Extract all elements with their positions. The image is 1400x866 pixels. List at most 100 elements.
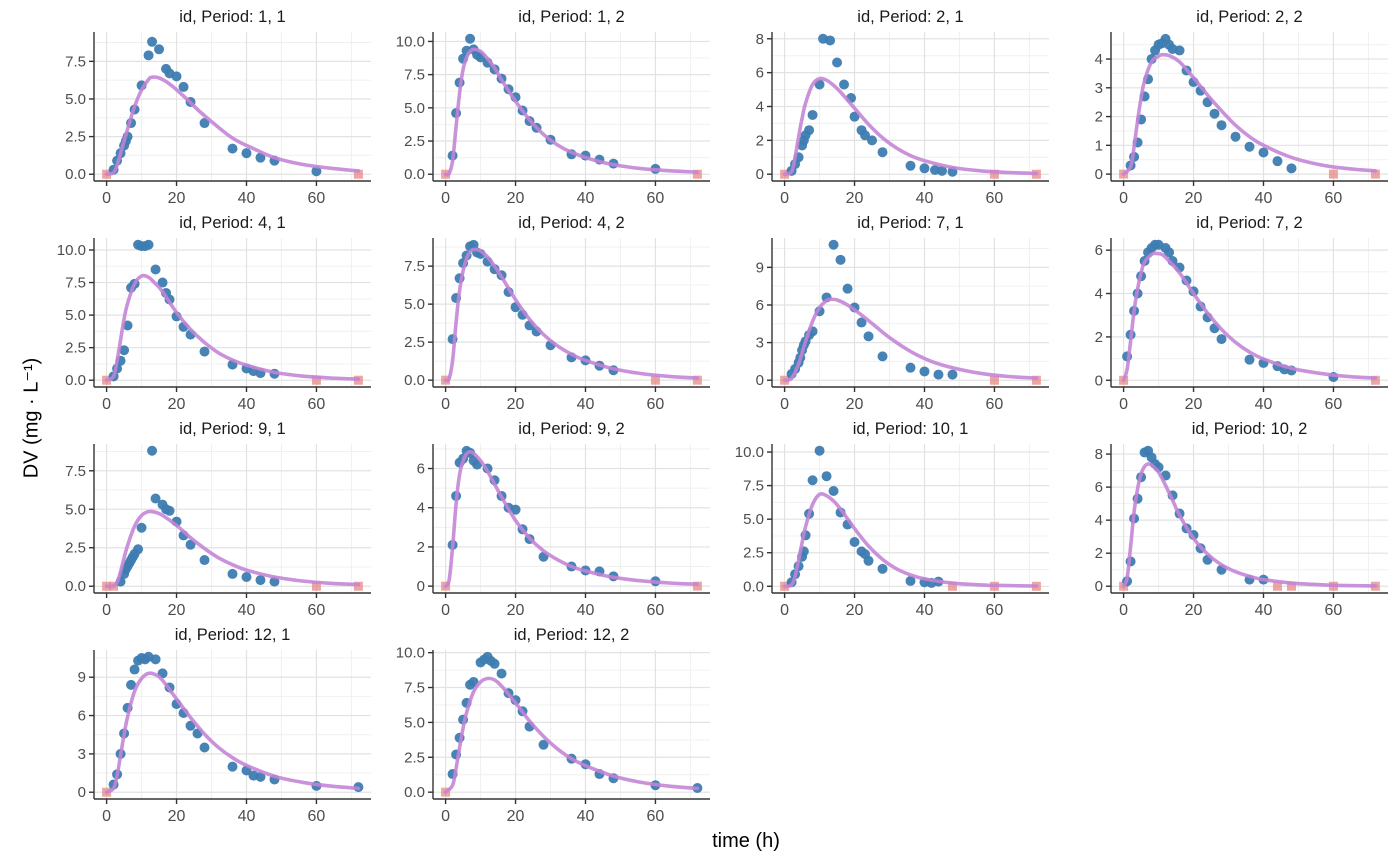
y-tick-label: 2.5 xyxy=(65,340,86,357)
facet-panel-13: id, Period: 12, 2 0.0 2.5 5.0 7.5 10.0 0 20 40 60 xyxy=(381,624,720,830)
facet-title: id, Period: 7, 1 xyxy=(857,214,964,232)
data-point xyxy=(489,658,500,669)
facet-chart: 0.0 2.5 5.0 7.5 0 20 40 60 xyxy=(65,32,371,207)
y-tick-label: 2 xyxy=(1095,329,1103,346)
facet-chart: 0.0 2.5 5.0 7.5 0 20 40 60 xyxy=(65,444,371,619)
data-point xyxy=(143,239,154,250)
prediction-line xyxy=(443,47,700,177)
facet-title: id, Period: 10, 2 xyxy=(1191,420,1308,438)
data-point xyxy=(171,71,182,82)
x-tick-label: 40 xyxy=(238,602,256,619)
y-tick-label: 4 xyxy=(1095,51,1103,68)
y-tick-label: 5.0 xyxy=(65,91,86,108)
dose-marker xyxy=(1328,169,1338,179)
x-tick-label: 40 xyxy=(577,190,595,207)
data-point xyxy=(147,445,158,456)
y-tick-label: 0 xyxy=(756,166,764,183)
dose-marker xyxy=(1286,581,1296,591)
data-point xyxy=(856,317,867,328)
y-tick-label: 7.5 xyxy=(404,258,425,275)
y-tick-label: 2.5 xyxy=(65,540,86,557)
x-tick-label: 0 xyxy=(102,808,111,825)
x-tick-label: 0 xyxy=(780,396,789,413)
facet-panel-1: id, Period: 1, 2 0.0 2.5 5.0 7.5 10.0 0 20 40 60 xyxy=(381,6,720,212)
dose-marker xyxy=(1272,581,1282,591)
x-tick-label: 0 xyxy=(780,602,789,619)
y-tick-label: 6 xyxy=(1095,479,1103,496)
y-tick-label: 0.0 xyxy=(404,372,425,389)
prediction-line xyxy=(104,671,361,794)
y-tick-label: 10.0 xyxy=(735,444,764,461)
data-point xyxy=(905,362,916,373)
x-tick-label: 0 xyxy=(441,808,450,825)
data-point xyxy=(839,79,850,90)
data-point xyxy=(150,493,161,504)
facet-chart: 0.0 2.5 5.0 7.5 10.0 0 20 40 60 xyxy=(396,32,710,207)
y-tick-label: 7.5 xyxy=(404,67,425,84)
dose-marker xyxy=(692,581,702,591)
facet-chart: 0.0 2.5 5.0 7.5 10.0 0 20 40 60 xyxy=(396,647,710,825)
data-point xyxy=(157,277,168,288)
data-point xyxy=(199,346,210,357)
y-tick-label: 2 xyxy=(1095,109,1103,126)
prediction-line xyxy=(443,247,700,383)
x-tick-label: 20 xyxy=(507,808,525,825)
dose-marker xyxy=(947,581,957,591)
data-point xyxy=(877,351,888,362)
prediction-line xyxy=(782,76,1039,176)
facet-title: id, Period: 7, 2 xyxy=(1196,214,1303,232)
x-tick-label: 20 xyxy=(507,602,525,619)
facet-chart: 0.0 2.5 5.0 7.5 10.0 0 20 40 60 xyxy=(735,444,1049,619)
y-tick-label: 6 xyxy=(417,461,425,478)
y-tick-label: 0.0 xyxy=(65,166,86,183)
y-tick-label: 0.0 xyxy=(65,578,86,595)
facet-grid: id, Period: 1, 1 0.0 2.5 5.0 7.5 0 20 40 60 id, P… xyxy=(42,6,1398,830)
y-tick-label: 2.5 xyxy=(404,133,425,150)
x-tick-label: 60 xyxy=(647,808,665,825)
facet-panel-12: id, Period: 12, 1 0 3 6 9 0 20 40 60 xyxy=(42,624,381,830)
data-point xyxy=(185,539,196,550)
x-tick-label: 0 xyxy=(780,190,789,207)
facet-panel-10: id, Period: 10, 1 0.0 2.5 5.0 7.5 10.0 0 20 40 60 xyxy=(720,418,1059,624)
data-point xyxy=(919,163,930,174)
data-point xyxy=(1286,163,1297,174)
x-tick-label: 20 xyxy=(168,396,186,413)
facet-chart: 0 2 4 6 8 0 20 40 60 xyxy=(756,31,1049,207)
facet-title: id, Period: 1, 1 xyxy=(179,8,286,26)
data-point xyxy=(807,109,818,120)
data-point xyxy=(807,475,818,486)
y-tick-label: 10.0 xyxy=(396,647,425,662)
data-point xyxy=(849,111,860,122)
y-tick-label: 2 xyxy=(1095,545,1103,562)
y-tick-label: 4 xyxy=(1095,512,1103,529)
data-point xyxy=(164,505,175,516)
y-tick-label: 2.5 xyxy=(404,334,425,351)
x-tick-label: 20 xyxy=(1185,602,1203,619)
x-tick-label: 40 xyxy=(916,396,934,413)
facet-panel-0: id, Period: 1, 1 0.0 2.5 5.0 7.5 0 20 40 60 xyxy=(42,6,381,212)
x-tick-label: 40 xyxy=(1255,602,1273,619)
x-tick-label: 20 xyxy=(846,396,864,413)
y-tick-label: 0 xyxy=(78,784,86,801)
data-point xyxy=(849,536,860,547)
data-point xyxy=(804,125,815,136)
y-tick-label: 0 xyxy=(1095,372,1103,389)
data-point xyxy=(1244,141,1255,152)
facet-chart: 0 3 6 9 0 20 40 60 xyxy=(756,238,1049,413)
dose-marker xyxy=(989,169,999,179)
x-tick-label: 40 xyxy=(916,602,934,619)
data-point xyxy=(863,555,874,566)
data-point xyxy=(255,152,266,163)
data-point xyxy=(947,369,958,380)
x-tick-label: 60 xyxy=(1325,396,1343,413)
x-tick-label: 60 xyxy=(308,190,326,207)
x-tick-label: 0 xyxy=(102,190,111,207)
data-point xyxy=(877,563,888,574)
y-tick-label: 6 xyxy=(78,708,86,725)
data-point xyxy=(465,33,476,44)
data-point xyxy=(863,331,874,342)
x-tick-label: 40 xyxy=(238,190,256,207)
x-tick-label: 60 xyxy=(647,190,665,207)
y-tick-label: 1 xyxy=(1095,137,1103,154)
